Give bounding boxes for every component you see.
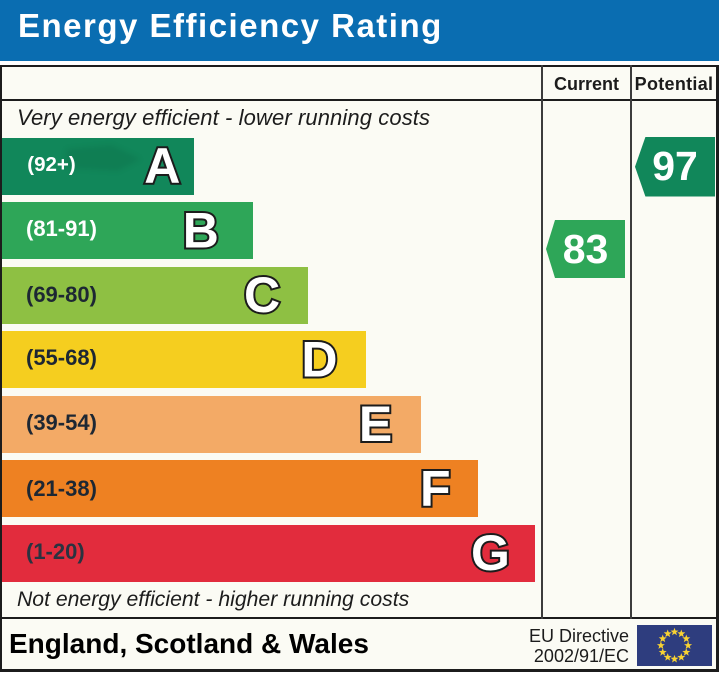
svg-text:D: D <box>301 332 337 388</box>
svg-text:C: C <box>244 267 280 323</box>
svg-text:G: G <box>471 525 510 581</box>
svg-text:A: A <box>144 138 180 194</box>
svg-text:B: B <box>183 203 219 259</box>
svg-text:E: E <box>359 396 392 452</box>
svg-text:F: F <box>420 461 451 517</box>
